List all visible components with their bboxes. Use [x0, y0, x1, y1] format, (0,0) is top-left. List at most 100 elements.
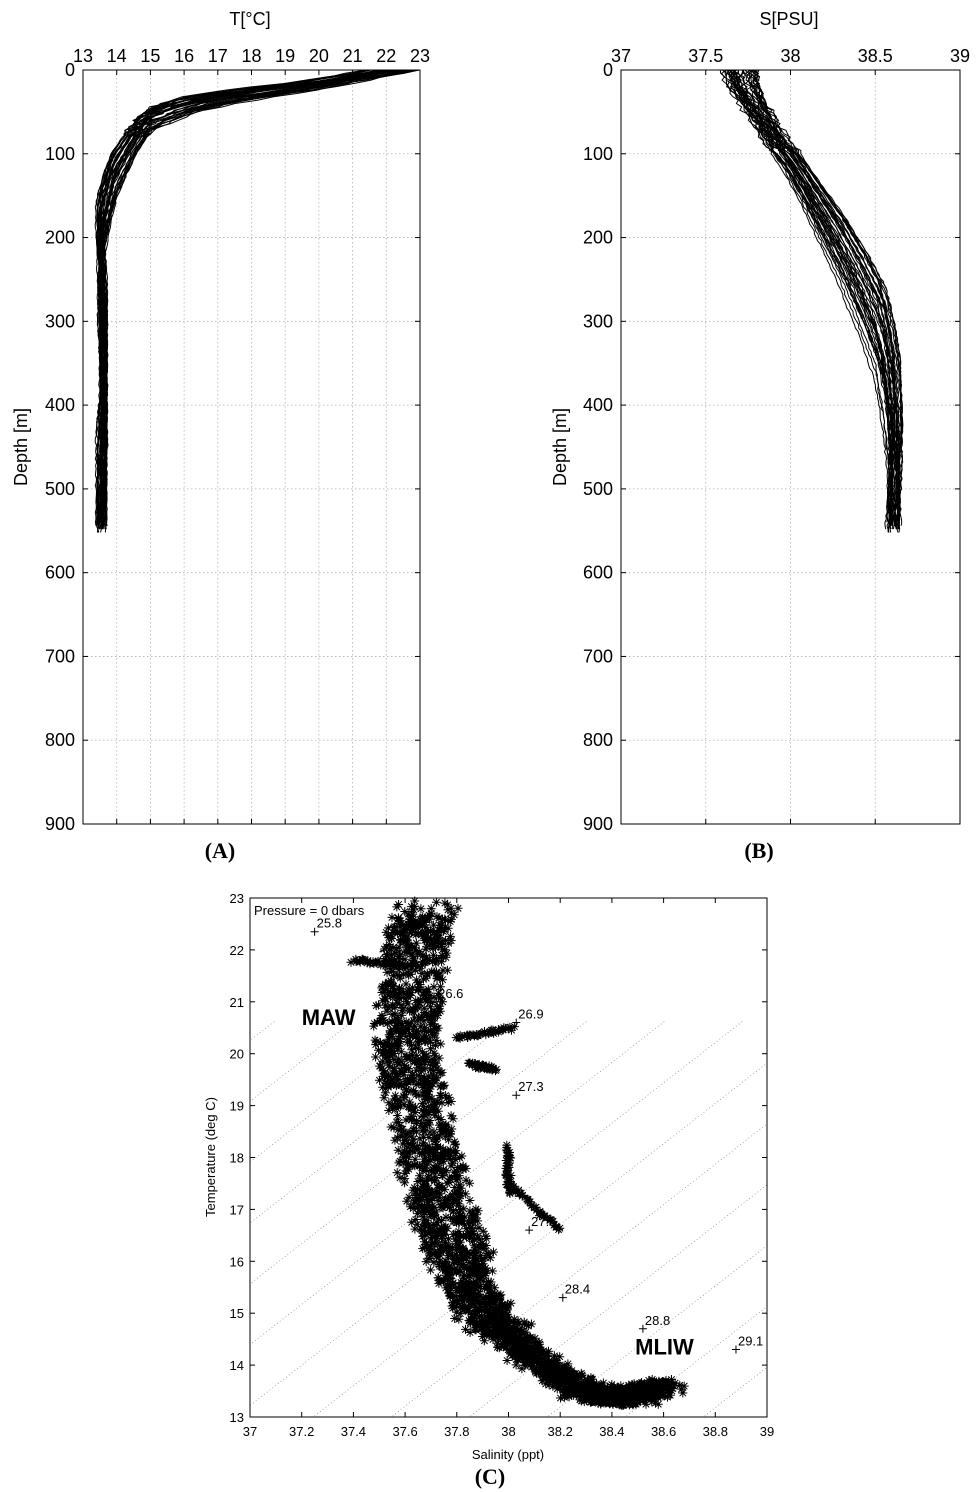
- y-tick-label: 600: [583, 563, 613, 583]
- profile-line: [99, 70, 386, 522]
- x-tick-label: 37: [611, 46, 631, 66]
- profile-line: [101, 70, 419, 529]
- isopycnal-line: [0, 1020, 120, 1457]
- isopycnal-label: 29.1: [738, 1334, 763, 1349]
- y-tick-label: 500: [583, 479, 613, 499]
- salinity-tick-label: 38.4: [599, 1424, 624, 1439]
- temperature-axis-title: T[°C]: [229, 9, 270, 29]
- y-tick-label: 100: [45, 144, 75, 164]
- water-mass-label: MLIW: [635, 1335, 694, 1360]
- isopycnal-label: 28.4: [565, 1282, 590, 1297]
- isopycnal-line: [886, 1020, 976, 1457]
- salinity-tick-label: 38.6: [651, 1424, 676, 1439]
- isopycnal-label: 27.3: [518, 1079, 543, 1094]
- y-tick-label: 400: [583, 395, 613, 415]
- x-tick-label: 16: [174, 46, 194, 66]
- isopycnal-label: 26.2: [379, 947, 404, 962]
- isopycnal-label: 26.6: [438, 986, 463, 1001]
- isopycnal-line: [0, 1020, 276, 1457]
- y-tick-label: 200: [583, 228, 613, 248]
- x-tick-label: 39: [950, 46, 970, 66]
- water-mass-label: MAW: [302, 1005, 356, 1030]
- profile-line: [733, 70, 896, 526]
- y-tick-label: 0: [603, 60, 613, 80]
- salinity-axis-title: S[PSU]: [759, 9, 818, 29]
- profile-line: [103, 70, 401, 522]
- isopycnal-label: 27.8: [531, 1214, 556, 1229]
- y-tick-label: 0: [65, 60, 75, 80]
- ts-diagram: 37 37.2 37.4 37.6 37.8 38 38.2 38.4 38.6 38.8 39 1…: [0, 891, 976, 1489]
- x-tick-label: 37.5: [688, 46, 723, 66]
- y-tick-label: 700: [583, 646, 613, 666]
- temperature-depth-chart: 13 14 15 16 17 18 19 20 21 22 23 0 100 200 300 400 500 6…: [11, 9, 430, 863]
- isopycnal-line: [964, 1020, 976, 1457]
- temperature-tick-label: 20: [230, 1047, 244, 1062]
- x-tick-label: 20: [309, 46, 329, 66]
- isopycnal-line: [418, 1020, 976, 1457]
- x-tick-label: 38.5: [858, 46, 893, 66]
- y-tick-label: 900: [583, 814, 613, 834]
- profile-line: [722, 70, 894, 533]
- x-tick-label: 19: [275, 46, 295, 66]
- salinity-tick-label: 37.2: [289, 1424, 314, 1439]
- y-tick-label: 500: [45, 479, 75, 499]
- temperature-tick-label: 18: [230, 1151, 244, 1166]
- profile-line: [103, 70, 418, 526]
- temperature-tick-label: 16: [230, 1254, 244, 1269]
- salinity-tick-label: 39: [760, 1424, 774, 1439]
- isopycnal-line: [0, 1020, 432, 1457]
- temperature-tick-label: 22: [230, 943, 244, 958]
- salinity-tick-label: 38.8: [703, 1424, 728, 1439]
- temperature-tick-label: 23: [230, 891, 244, 906]
- profile-line: [102, 70, 404, 526]
- isopycnal-label: 26.9: [518, 1007, 543, 1022]
- temperature-tick-label: 13: [230, 1410, 244, 1425]
- y-tick-label: 900: [45, 814, 75, 834]
- y-tick-label: 200: [45, 228, 75, 248]
- profile-line: [729, 70, 894, 529]
- profile-line: [101, 70, 412, 526]
- panel-label-b: (B): [744, 838, 773, 863]
- salinity-ppt-label: Salinity (ppt): [472, 1447, 544, 1462]
- y-tick-label: 100: [583, 144, 613, 164]
- isopycnal-line: [0, 1020, 354, 1457]
- profile-line: [725, 70, 890, 522]
- x-tick-label: 15: [140, 46, 160, 66]
- salinity-tick-label: 37: [243, 1424, 257, 1439]
- temperature-tick-label: 14: [230, 1358, 244, 1373]
- isopycnal-label: 28.8: [645, 1313, 670, 1328]
- salinity-depth-chart: 37 37.5 38 38.5 39 0 100 200 300 400 500 600 700 800…: [550, 9, 970, 863]
- profile-line: [97, 70, 397, 526]
- salinity-tick-label: 37.4: [341, 1424, 366, 1439]
- x-tick-label: 14: [107, 46, 127, 66]
- temperature-tick-label: 21: [230, 995, 244, 1010]
- isopycnal-line: [0, 1020, 42, 1457]
- y-tick-label: 300: [583, 311, 613, 331]
- isopycnal-line: [0, 1020, 198, 1457]
- y-tick-label: 300: [45, 311, 75, 331]
- profile-line: [98, 70, 392, 522]
- pressure-annotation: Pressure = 0 dbars: [254, 903, 365, 918]
- profile-line: [728, 70, 894, 522]
- ts-scatter-points: [347, 897, 689, 1410]
- profile-line: [727, 70, 899, 526]
- isopycnal-line: [808, 1020, 976, 1457]
- x-tick-label: 18: [241, 46, 261, 66]
- profile-line: [734, 70, 898, 526]
- salinity-tick-label: 38: [501, 1424, 515, 1439]
- panel-label-a: (A): [205, 838, 236, 863]
- salinity-tick-label: 38.2: [548, 1424, 573, 1439]
- salinity-tick-label: 37.8: [444, 1424, 469, 1439]
- profile-line: [102, 70, 415, 533]
- temperature-degc-label: Temperature (deg C): [203, 1097, 218, 1217]
- profile-line: [734, 70, 890, 529]
- panel-label-c: (C): [475, 1464, 506, 1489]
- y-tick-label: 800: [45, 730, 75, 750]
- temperature-tick-label: 15: [230, 1306, 244, 1321]
- x-tick-label: 38: [780, 46, 800, 66]
- temperature-tick-label: 19: [230, 1099, 244, 1114]
- salinity-tick-label: 37.6: [392, 1424, 417, 1439]
- x-tick-label: 21: [343, 46, 363, 66]
- x-tick-label: 23: [410, 46, 430, 66]
